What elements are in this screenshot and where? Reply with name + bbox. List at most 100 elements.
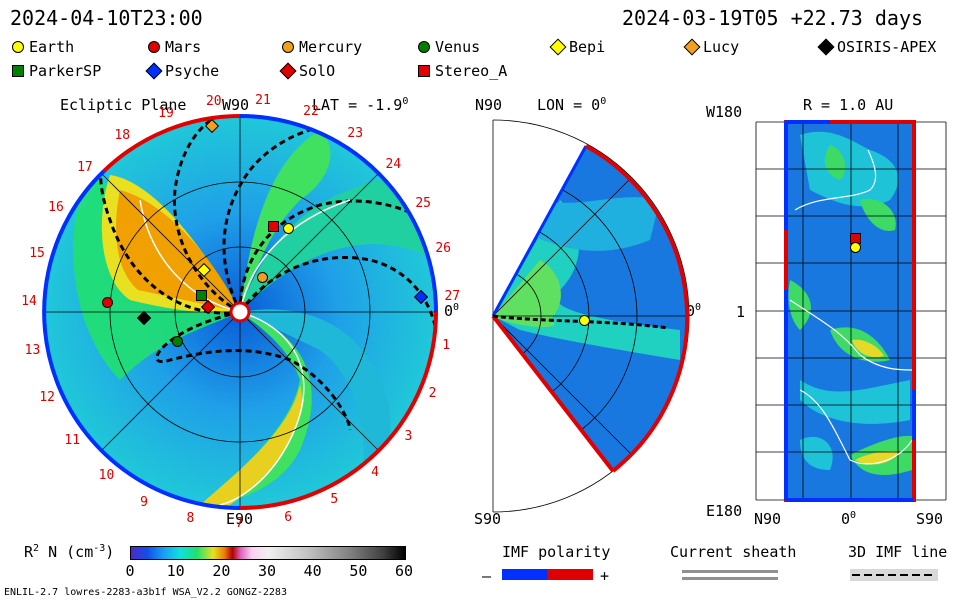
panel3-bottom-left: E180 <box>706 502 743 520</box>
legend-item-venus: Venus <box>418 38 480 56</box>
clock-label: 17 <box>77 160 93 176</box>
legend-item-mars: Mars <box>148 38 201 56</box>
colorbar-tick-label: 0 <box>125 562 135 580</box>
circle-icon <box>282 41 294 53</box>
clock-label: 5 <box>330 492 339 508</box>
legend-item-mercury: Mercury <box>282 38 362 56</box>
clock-label: 15 <box>29 245 45 261</box>
panel3-title: R = 1.0 AU <box>803 96 894 114</box>
clock-label: 20 <box>205 93 222 109</box>
panel2-top-label: N90 <box>475 96 503 114</box>
legend-label: SolO <box>299 62 336 80</box>
square-icon <box>418 65 430 77</box>
square-icon <box>12 65 24 77</box>
imf-negative-bar <box>502 569 547 580</box>
right-timestamp: 2024-03-19T05 +22.73 days <box>622 6 923 30</box>
venus-marker <box>172 336 183 347</box>
clock-label: 23 <box>347 125 364 141</box>
current-sheath-line-2 <box>682 577 778 580</box>
panel1-bottom-label: E90 <box>226 510 254 528</box>
clock-label: 3 <box>404 428 413 444</box>
clock-label: 13 <box>24 343 41 359</box>
current-sheath-line <box>682 570 778 573</box>
clock-label: 24 <box>385 156 402 172</box>
legend-item-bepi: Bepi <box>549 38 606 56</box>
legend-item-lucy: Lucy <box>683 38 740 56</box>
legend-label: Mars <box>165 38 202 56</box>
colorbar-tick-label: 40 <box>303 562 322 580</box>
circle-icon <box>12 41 24 53</box>
time-offset: +22.73 days <box>790 6 924 30</box>
legend-item-osiris-apex: OSIRIS-APEX <box>817 38 937 56</box>
legend-label: OSIRIS-APEX <box>837 38 937 56</box>
panel2-lon: LON = 00 <box>537 96 607 114</box>
left-timestamp: 2024-04-10T23:00 <box>10 6 203 30</box>
panel3-x-label-n90: N90 <box>754 510 782 528</box>
right-time: 2024-03-19T05 <box>622 6 779 30</box>
clock-label: 9 <box>140 494 148 510</box>
panel1-lat: LAT = -1.90 <box>312 96 409 114</box>
legend-item-psyche: Psyche <box>145 62 220 80</box>
imf-plus: + <box>600 567 610 585</box>
legend-label: Lucy <box>703 38 740 56</box>
footer-model-info: ENLIL-2.7 lowres-2283-a3b1f WSA_V2.2 GON… <box>4 587 287 598</box>
legend-item-parkersp: ParkerSP <box>12 62 101 80</box>
imf-line-title: 3D IMF line <box>848 543 948 561</box>
panel2-right-label: 00 <box>686 302 702 320</box>
imf-polarity-title: IMF polarity <box>502 543 611 561</box>
panel2-bottom-label: S90 <box>474 510 502 528</box>
imf-positive-bar <box>547 569 593 580</box>
panel1-title: Ecliptic Plane <box>60 96 187 114</box>
legend-label: Mercury <box>299 38 363 56</box>
clock-label: 27 <box>444 289 461 305</box>
panel1-top-label: W90 <box>222 96 250 114</box>
legend-label: Earth <box>29 38 75 56</box>
clock-label: 6 <box>284 509 293 525</box>
clock-label: 16 <box>48 200 64 216</box>
clock-label: 14 <box>21 294 37 310</box>
panel3-mid-left: 1 <box>736 303 746 321</box>
legend-label: Psyche <box>165 62 220 80</box>
legend-label: ParkerSP <box>29 62 102 80</box>
clock-label: 4 <box>371 464 379 480</box>
mars-marker <box>102 297 113 308</box>
legend-label: Bepi <box>569 38 606 56</box>
colorbar-tick-label: 60 <box>395 562 414 580</box>
clock-label: 25 <box>415 195 431 211</box>
current-sheath-title: Current sheath <box>670 543 797 561</box>
legend-item-stereo-a: Stereo_A <box>418 62 507 80</box>
earth-marker <box>283 223 294 234</box>
clock-label: 19 <box>158 105 174 121</box>
parkersp-marker <box>196 290 207 301</box>
legend-item-earth: Earth <box>12 38 74 56</box>
colorbar-tick-label: 10 <box>166 562 185 580</box>
circle-icon <box>148 41 160 53</box>
stereo-a-marker <box>268 221 279 232</box>
panel3-x-label-0: 00 <box>841 510 857 528</box>
colorbar-tick-label: 20 <box>212 562 231 580</box>
clock-label: 22 <box>303 103 319 119</box>
clock-label: 12 <box>39 390 55 406</box>
colorbar-label: R2 N (cm-3) <box>24 543 115 561</box>
earth-marker-meridional <box>579 315 590 326</box>
panel1-right-label: 00 <box>444 302 460 320</box>
clock-label: 10 <box>98 467 115 483</box>
clock-label: 26 <box>435 240 452 256</box>
legend-label: Venus <box>435 38 481 56</box>
clock-label: 21 <box>255 93 271 109</box>
colorbar-tick-label: 50 <box>349 562 368 580</box>
circle-icon <box>418 41 430 53</box>
earth-marker-1au <box>850 242 861 253</box>
clock-label: 11 <box>64 432 81 448</box>
legend-label: Stereo_A <box>435 62 508 80</box>
legend-item-solo: SolO <box>279 62 336 80</box>
imf-minus: – <box>482 567 492 585</box>
density-colorbar <box>130 546 406 560</box>
panel3-top-left: W180 <box>706 103 743 121</box>
panel3-x-label-s90: S90 <box>916 510 944 528</box>
clock-label: 2 <box>428 385 437 401</box>
